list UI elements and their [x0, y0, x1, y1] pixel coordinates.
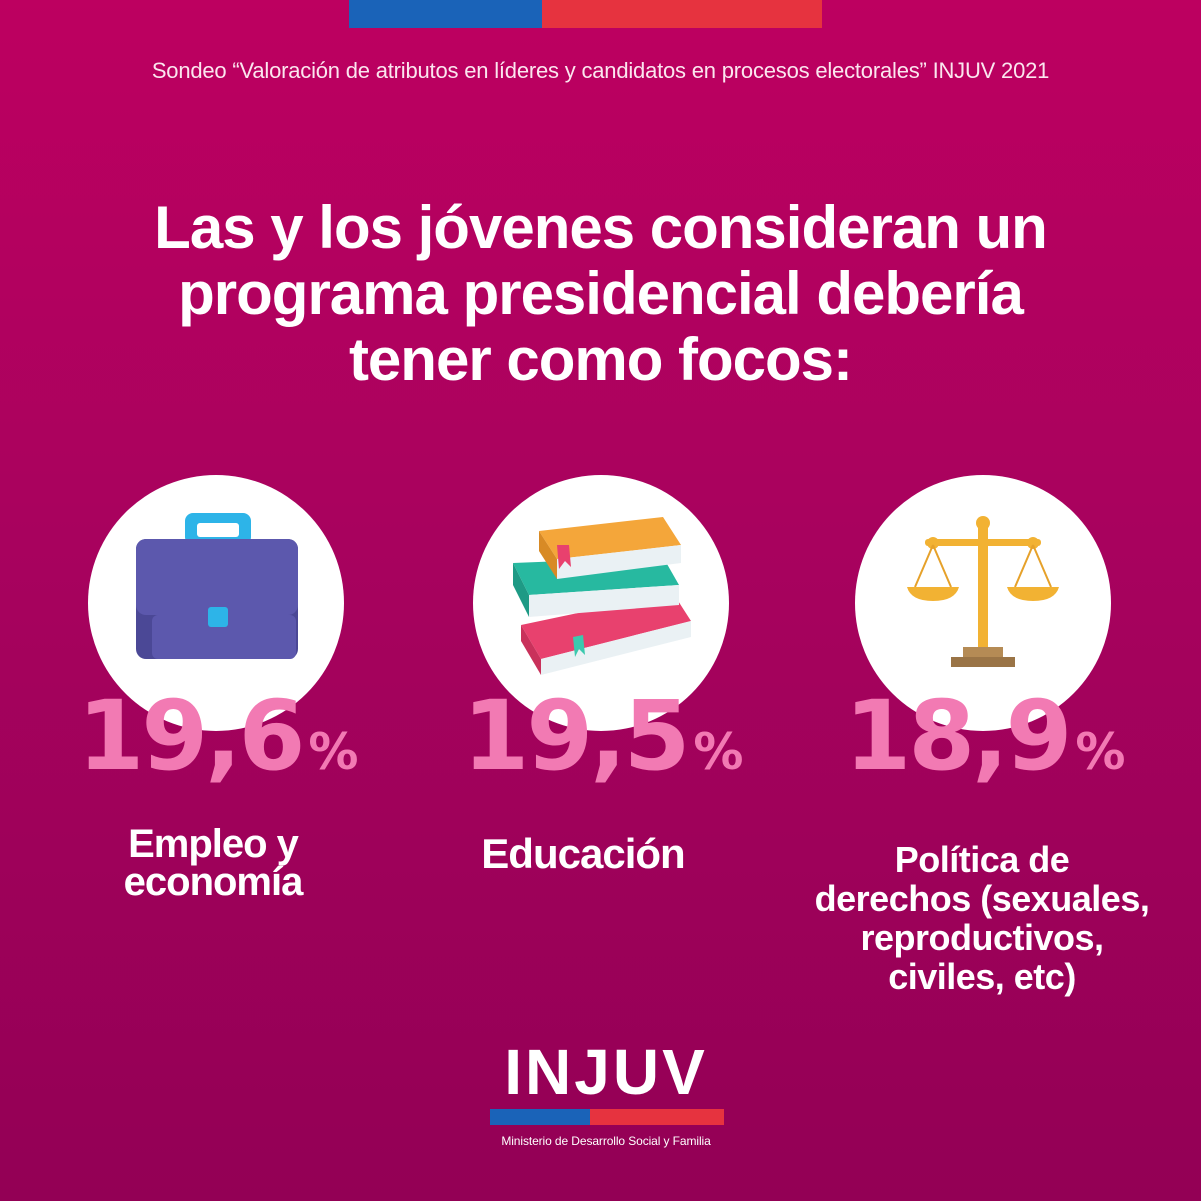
logo-flag-red-bar [590, 1109, 724, 1125]
briefcase-icon [136, 513, 298, 659]
stat-value: 19,5% [462, 680, 744, 792]
icon-circle [88, 475, 344, 731]
stat-value: 19,6% [77, 680, 359, 792]
source-line: Sondeo “Valoración de atributos en líder… [151, 58, 1050, 83]
icon-circle [855, 475, 1111, 731]
top-flag-red-bar [542, 0, 822, 28]
stat-label: Educación [481, 830, 685, 877]
logo-wordmark: INJUV [504, 1036, 708, 1108]
headline: Las y los jóvenes consideran un programa… [154, 194, 1048, 393]
top-flag-blue-bar [349, 0, 542, 28]
stat-value: 18,9% [844, 680, 1126, 792]
injuv-logo: INJUV Ministerio de Desarrollo Social y … [486, 1036, 726, 1148]
stat-label: Empleo y economía [123, 822, 304, 904]
logo-flag-blue-bar [490, 1109, 590, 1125]
scales-icon [907, 516, 1059, 667]
books-icon [513, 517, 691, 675]
logo-subtitle: Ministerio de Desarrollo Social y Famili… [501, 1134, 711, 1148]
stat-label: Política de derechos (sexuales, reproduc… [814, 839, 1150, 997]
icon-circle [473, 475, 729, 731]
